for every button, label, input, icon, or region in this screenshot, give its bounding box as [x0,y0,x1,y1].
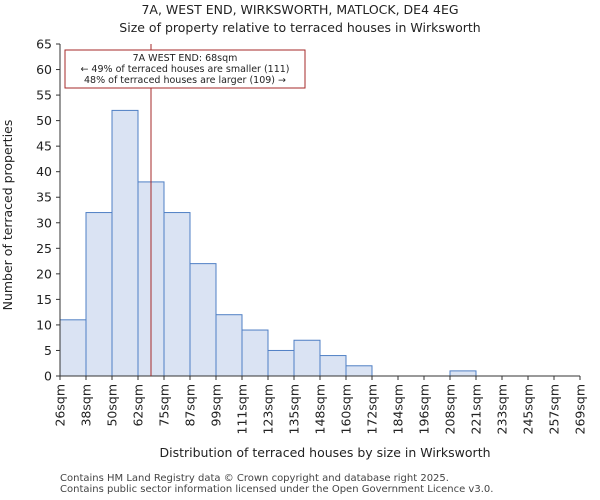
y-tick-label: 20 [36,266,52,281]
x-tick-label: 221sqm [469,384,484,434]
histogram-bar [59,319,87,377]
footer: Contains HM Land Registry data © Crown c… [60,473,493,495]
chart-subtitle: Size of property relative to terraced ho… [119,20,480,35]
y-tick-label: 35 [36,190,52,205]
annotation-line: ← 49% of terraced houses are smaller (11… [80,64,289,75]
histogram-bar [449,370,477,377]
footer-licence: Contains public sector information licen… [60,484,494,495]
x-tick-label: 87sqm [183,384,198,427]
x-tick-label: 75sqm [157,384,172,427]
x-tick-label: 148sqm [313,384,328,434]
annotation-line: 7A WEST END: 68sqm [133,53,238,64]
x-tick-label: 208sqm [443,384,458,434]
y-tick-label: 60 [36,62,52,77]
histogram-bar [189,263,217,377]
x-axis-label: Distribution of terraced houses by size … [159,445,490,460]
histogram-bar [319,355,347,377]
y-tick-label: 45 [36,139,52,154]
histogram-bar [345,365,373,377]
y-tick-label: 10 [36,317,52,332]
y-tick-label: 15 [36,292,52,307]
x-tick-label: 269sqm [573,384,588,434]
x-tick-label: 50sqm [105,384,120,427]
x-tick-label: 62sqm [131,384,146,427]
x-tick-label: 26sqm [53,384,68,427]
x-tick-label: 99sqm [209,384,224,427]
histogram-bar [215,314,243,377]
y-tick-label: 25 [36,241,52,256]
x-tick-label: 123sqm [261,384,276,434]
histogram-bar [163,212,191,377]
bars-layer [59,109,477,377]
histogram-bar [293,339,321,377]
chart-title: 7A, WEST END, WIRKSWORTH, MATLOCK, DE4 4… [141,2,458,17]
x-tick-label: 257sqm [547,384,562,434]
x-tick-label: 172sqm [365,384,380,434]
marker-layer: 7A WEST END: 68sqm← 49% of terraced hous… [64,44,306,376]
annotation-line: 48% of terraced houses are larger (109) … [84,75,286,86]
x-tick-label: 245sqm [521,384,536,434]
y-tick-label: 5 [44,343,52,358]
histogram-bar [111,109,139,377]
y-tick-label: 40 [36,164,52,179]
y-tick-label: 65 [36,37,52,52]
x-tick-label: 111sqm [235,384,250,434]
annotation-box [64,49,306,89]
histogram-bar [267,349,295,377]
x-tick-label: 38sqm [79,384,94,427]
x-tick-label: 135sqm [287,384,302,434]
x-tick-label: 160sqm [339,384,354,434]
histogram-bar [241,329,269,377]
x-tick-label: 233sqm [495,384,510,434]
histogram-bar [85,212,113,377]
x-tick-label: 184sqm [391,384,406,434]
y-tick-label: 30 [36,215,52,230]
axes-layer: 0 5 10 15 20 25 30 35 40 45 50 55 60 65 26sqm 38sqm 50sq… [36,37,587,435]
y-tick-label: 55 [36,88,52,103]
y-tick-label: 50 [36,113,52,128]
y-tick-label: 0 [44,369,52,384]
x-tick-label: 196sqm [417,384,432,434]
footer-copyright: Contains HM Land Registry data © Crown c… [60,473,449,484]
y-axis-label: Number of terraced properties [0,120,15,311]
